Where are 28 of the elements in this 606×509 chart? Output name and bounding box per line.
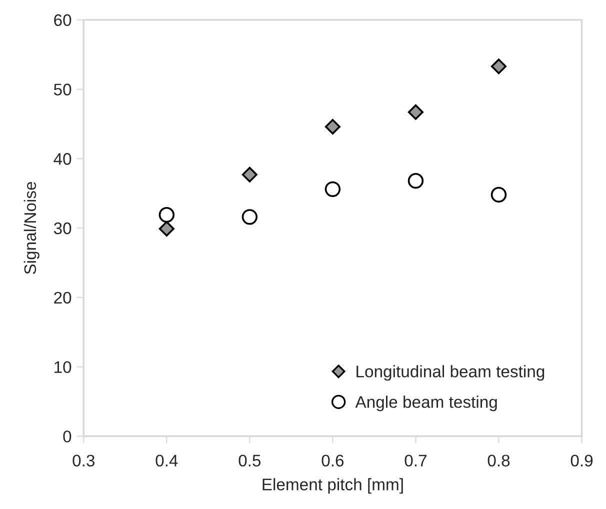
y-tick-label: 40 [54,153,72,165]
point [324,181,341,198]
y-tick-label: 10 [54,361,72,374]
x-tick-label: 0.6 [322,454,344,467]
x-tick-label: 0.5 [238,454,261,467]
y-tick-label: 50 [54,84,72,96]
point [490,186,507,203]
x-tick-label: 0.4 [156,454,178,467]
x-axis-title: Element pitch [mm] [262,478,403,494]
point [408,104,424,120]
point [158,207,174,223]
x-tick-label: 0.8 [488,454,510,467]
point [158,220,174,237]
x-tick-label: 0.3 [72,454,94,467]
y-tick-label: 20 [54,292,72,304]
legend-label: Longitudinal beam testing [356,365,544,381]
point [242,209,258,225]
point [490,58,507,74]
y-axis-title: Signal/Noise [24,182,40,274]
x-tick-label: 0.7 [404,454,426,467]
x-tick-label: 0.9 [570,454,593,467]
point [324,118,340,134]
point [408,172,424,189]
point [242,166,258,182]
y-tick-label: 60 [54,14,72,26]
legend-label: Angle beam testing [355,396,497,412]
y-tick-label: 0 [63,430,72,442]
y-tick-label: 30 [54,222,72,234]
